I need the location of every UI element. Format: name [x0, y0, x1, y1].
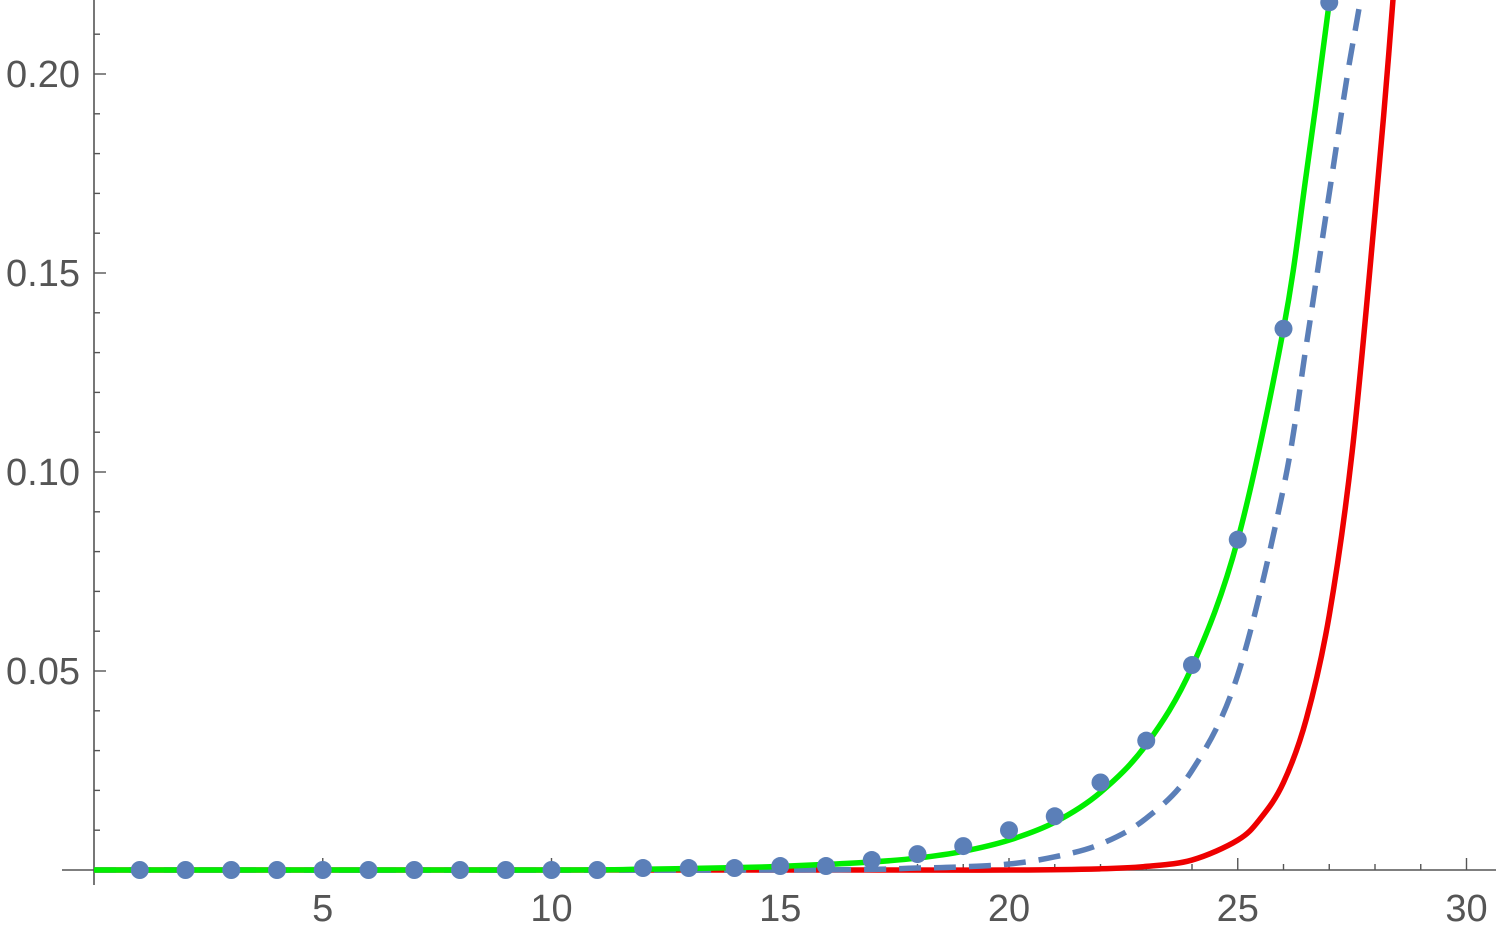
data-point — [908, 845, 927, 864]
data-point — [1000, 821, 1018, 840]
x-tick-label: 20 — [988, 888, 1030, 930]
y-tick-label: 0.15 — [6, 253, 80, 295]
data-point — [588, 861, 607, 879]
blue-dashed-curve — [93, 0, 1364, 873]
x-tick-label: 10 — [530, 888, 572, 930]
y-tick-label: 0.20 — [6, 54, 80, 96]
data-point — [1228, 530, 1247, 549]
data-point — [817, 857, 835, 876]
data-point — [1091, 773, 1110, 792]
x-tick-label: 30 — [1445, 888, 1487, 930]
data-point — [725, 859, 744, 878]
tick-labels: 5 10 15 20 25 30 0.05 0.10 0.15 0.20 — [6, 54, 1488, 930]
y-tick-label: 0.10 — [6, 452, 80, 494]
data-point — [130, 861, 149, 879]
data-point — [954, 837, 973, 856]
data-point — [1320, 0, 1339, 12]
data-point — [862, 851, 881, 870]
data-point — [771, 857, 790, 876]
data-point — [222, 861, 241, 879]
data-point — [679, 859, 698, 878]
data-point — [634, 859, 652, 878]
data-point — [1274, 319, 1293, 338]
axes — [62, 0, 1496, 885]
data-point — [496, 861, 515, 879]
data-point — [1045, 807, 1064, 826]
data-point — [268, 861, 286, 879]
x-tick-label: 15 — [759, 888, 801, 930]
red-curve — [94, 0, 1396, 873]
data-point — [359, 861, 378, 879]
x-tick-label: 5 — [312, 888, 333, 930]
data-point — [176, 861, 195, 879]
data-point — [1183, 656, 1201, 675]
data-point — [1137, 731, 1156, 750]
data-point — [405, 861, 424, 879]
data-point — [451, 861, 469, 879]
x-tick-label: 25 — [1217, 888, 1259, 930]
series-layer — [93, 0, 1396, 879]
y-tick-label: 0.05 — [6, 651, 80, 693]
data-point — [313, 861, 332, 879]
data-point — [542, 861, 561, 879]
data-points — [130, 0, 1339, 879]
